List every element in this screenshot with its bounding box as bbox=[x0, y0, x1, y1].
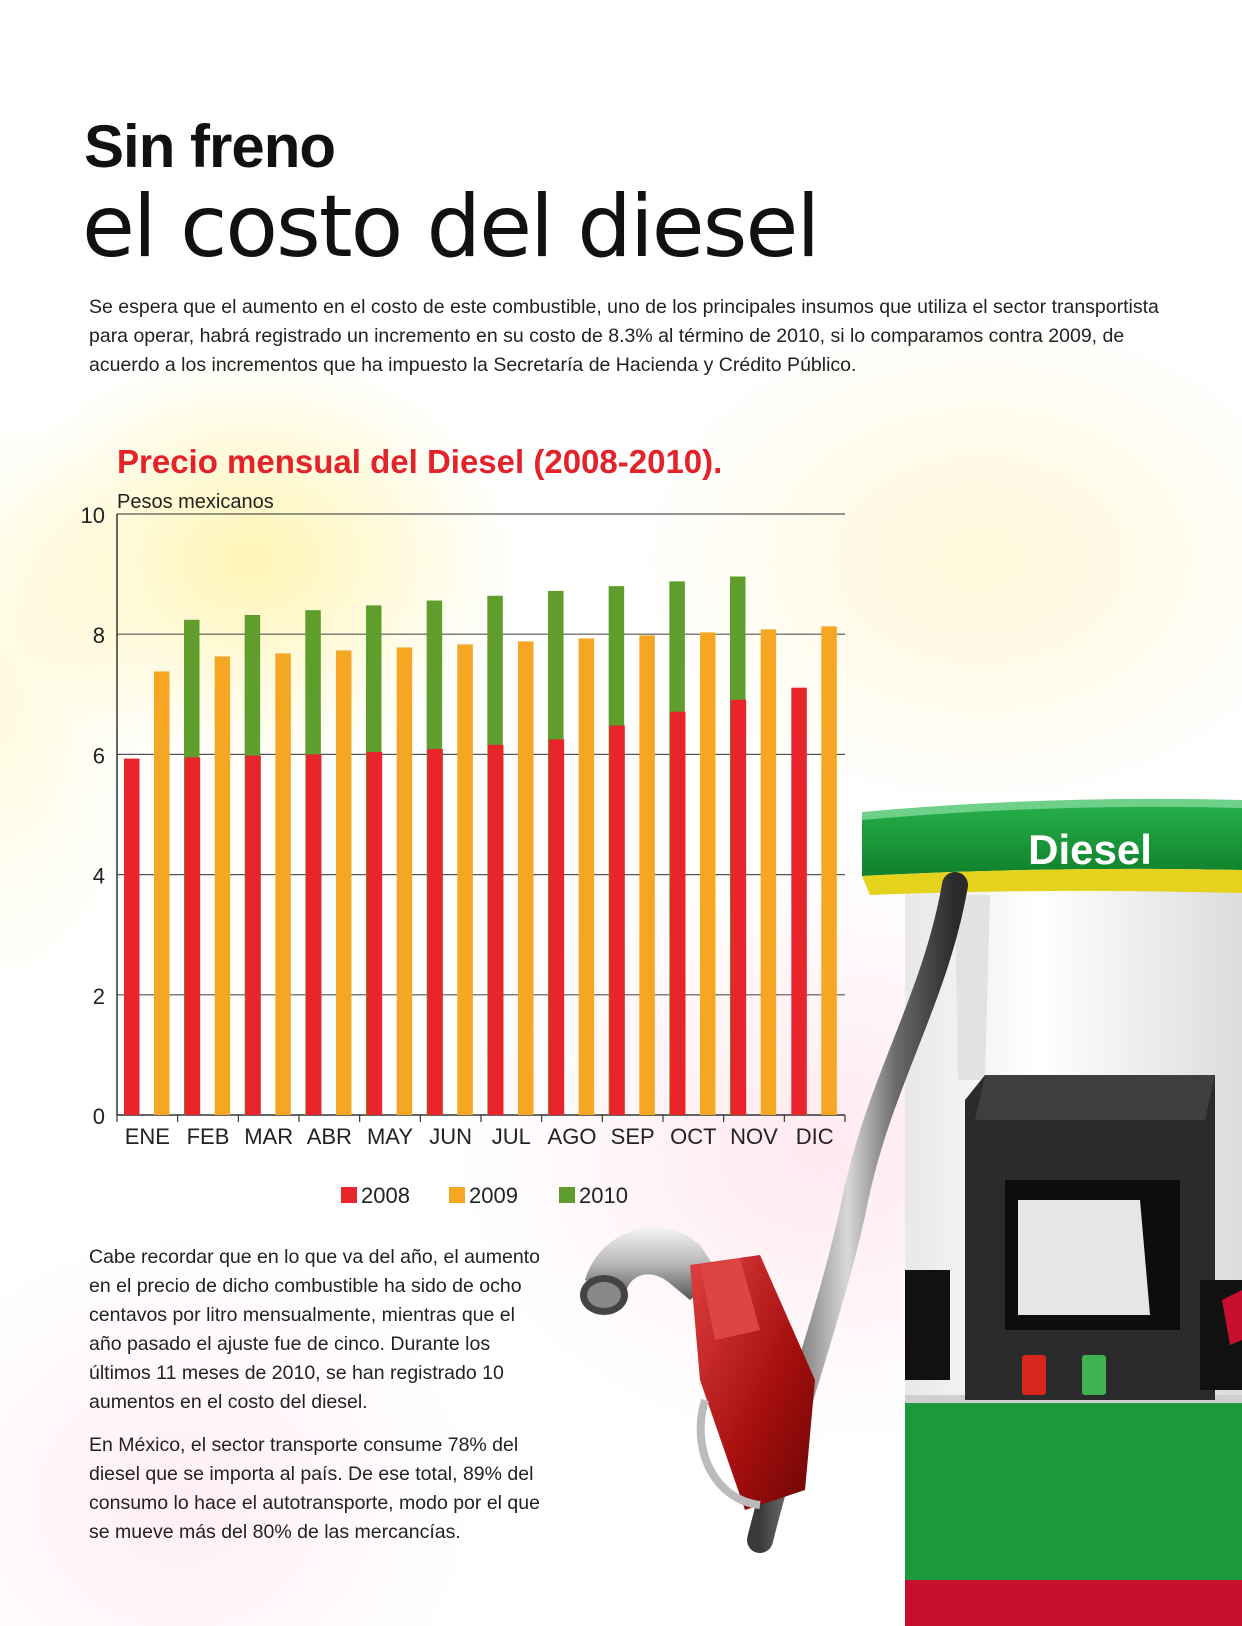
y-axis-label: Pesos mexicanos bbox=[117, 491, 274, 513]
bar-2008-ago bbox=[548, 739, 565, 1115]
bar-2009-ago bbox=[578, 638, 595, 1115]
intro-paragraph: Se espera que el aumento en el costo de … bbox=[89, 296, 1159, 376]
pump-display-panel bbox=[905, 1075, 1242, 1400]
x-tick-label: DIC bbox=[796, 1124, 834, 1149]
bar-2009-sep bbox=[639, 635, 655, 1115]
y-tick-label: 6 bbox=[93, 743, 105, 768]
bar-2009-jul bbox=[518, 641, 534, 1115]
legend-label-2010: 2010 bbox=[579, 1183, 628, 1208]
fuel-nozzle bbox=[580, 1227, 815, 1510]
bar-2008-ene bbox=[124, 758, 140, 1115]
diesel-sign-label: Diesel bbox=[1028, 826, 1152, 873]
bar-2009-oct bbox=[700, 632, 716, 1115]
bar-2009-abr bbox=[336, 650, 352, 1115]
x-tick-label: MAY bbox=[367, 1124, 413, 1149]
chart-title: Precio mensual del Diesel (2008-2010). bbox=[117, 443, 722, 480]
bar-2009-may bbox=[396, 647, 413, 1115]
body-paragraph-1: Cabe recordar que en lo que va del año, … bbox=[89, 1246, 540, 1413]
bar-2008-abr bbox=[306, 754, 322, 1115]
legend-swatch-2010 bbox=[559, 1187, 575, 1203]
legend-swatch-2009 bbox=[449, 1187, 465, 1203]
headline-bold: Sin freno bbox=[84, 113, 336, 180]
bar-2009-jun bbox=[457, 644, 473, 1115]
bar-2008-mar bbox=[245, 755, 261, 1115]
bar-2009-feb bbox=[214, 656, 231, 1115]
bar-2009-mar bbox=[275, 653, 291, 1115]
y-tick-label: 2 bbox=[93, 984, 105, 1009]
bar-2009-dic bbox=[821, 626, 837, 1115]
bar-2008-feb bbox=[184, 757, 201, 1115]
x-tick-label: SEP bbox=[611, 1124, 655, 1149]
red-button-icon bbox=[1022, 1355, 1046, 1395]
x-tick-label: JUN bbox=[429, 1124, 472, 1149]
y-tick-label: 8 bbox=[93, 623, 105, 648]
green-button-icon bbox=[1082, 1355, 1106, 1395]
x-tick-label: ENE bbox=[125, 1124, 170, 1149]
x-tick-label: OCT bbox=[670, 1124, 716, 1149]
bar-2008-sep bbox=[609, 725, 625, 1115]
y-tick-label: 4 bbox=[93, 864, 105, 889]
x-tick-label: MAR bbox=[244, 1124, 293, 1149]
legend-label-2008: 2008 bbox=[361, 1183, 410, 1208]
bar-2008-oct bbox=[670, 711, 686, 1115]
y-tick-label: 0 bbox=[93, 1104, 105, 1129]
diesel-sign: Diesel bbox=[862, 798, 1242, 895]
bar-2008-jul bbox=[488, 744, 504, 1115]
legend-swatch-2008 bbox=[341, 1187, 357, 1203]
bar-2008-nov bbox=[730, 699, 747, 1115]
x-tick-label: AGO bbox=[548, 1124, 597, 1149]
bar-2008-jun bbox=[427, 748, 443, 1115]
bar-2008-dic bbox=[791, 687, 807, 1115]
x-tick-label: NOV bbox=[730, 1124, 778, 1149]
y-tick-label: 10 bbox=[81, 503, 105, 528]
legend-label-2009: 2009 bbox=[469, 1183, 518, 1208]
bar-2009-nov bbox=[760, 629, 777, 1115]
x-tick-label: ABR bbox=[307, 1124, 352, 1149]
bar-2008-may bbox=[366, 751, 383, 1115]
x-tick-label: FEB bbox=[187, 1124, 230, 1149]
x-tick-label: JUL bbox=[492, 1124, 531, 1149]
body-paragraph-2: En México, el sector transporte consume … bbox=[89, 1434, 540, 1543]
bar-2009-ene bbox=[154, 671, 170, 1115]
headline-light: el costo del diesel bbox=[82, 177, 820, 277]
